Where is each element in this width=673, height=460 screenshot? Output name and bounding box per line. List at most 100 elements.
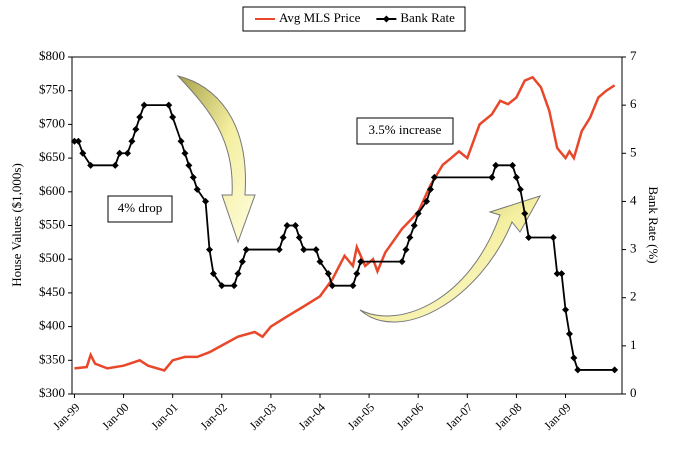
data-point [423,197,431,205]
y-tick-label: $700 [39,115,65,130]
data-point [74,137,82,145]
data-point [516,185,524,193]
legend-label: Avg MLS Price [279,10,361,25]
y-tick-label: $400 [39,318,65,333]
legend-label: Bank Rate [400,10,455,25]
data-point [316,258,324,266]
y2-tick-label: 6 [630,96,637,111]
data-point [169,113,177,121]
data-point [402,246,410,254]
data-point [238,258,246,266]
data-point [242,246,250,254]
y2-tick-label: 3 [630,241,637,256]
x-tick-label: Jan-06 [394,400,427,433]
series-line [74,104,615,371]
data-point [165,101,173,109]
data-point [414,209,422,217]
data-point [353,270,361,278]
y-tick-label: $500 [39,250,65,265]
data-point [565,330,573,338]
data-point [324,270,332,278]
data-point [279,234,287,242]
x-tick-label: Jan-99 [50,400,83,433]
data-point [283,222,291,229]
data-point [234,270,242,278]
data-point [132,125,140,133]
y2-tick-label: 2 [630,289,637,304]
data-point [295,234,303,242]
data-point [206,246,213,254]
x-tick-label: Jan-00 [99,400,132,433]
data-point [549,234,557,242]
data-point [177,137,185,145]
x-tick-label: Jan-08 [492,400,525,433]
data-point [116,149,124,157]
y2-tick-label: 0 [630,385,637,400]
data-point [553,270,561,278]
data-point [275,246,283,254]
data-point [193,185,201,193]
drop-arrow [176,75,256,244]
data-point [185,161,193,169]
data-point [128,137,136,145]
annotation-box [356,117,454,145]
data-point [357,258,365,266]
data-point [189,173,197,181]
data-point [410,222,418,229]
data-point [202,197,210,205]
x-tick-label: Jan-01 [148,400,181,433]
legend-marker [382,15,390,23]
y2-axis-label: Bank Rate (%) [646,186,661,263]
y2-tick-label: 1 [630,337,637,352]
data-point [430,173,438,181]
y2-tick-label: 7 [630,48,637,63]
data-point [488,173,496,181]
y-tick-label: $600 [39,183,65,198]
data-point [87,161,95,169]
data-point [525,234,533,242]
data-point [136,113,144,121]
y2-tick-label: 4 [630,192,637,207]
x-tick-label: Jan-07 [443,400,476,433]
y-tick-label: $750 [39,82,65,97]
y-tick-label: $800 [39,48,65,63]
y-tick-label: $350 [39,351,65,366]
data-point [328,282,336,290]
data-point [611,366,619,374]
y-axis-label: House Values ($1,000s) [9,163,24,287]
x-tick-label: Jan-04 [296,400,329,433]
data-point [181,149,189,157]
data-point [406,234,414,242]
x-tick-label: Jan-05 [345,400,378,433]
data-point [140,101,148,109]
y2-tick-label: 5 [630,144,637,159]
data-point [291,222,299,229]
series-line [74,75,616,372]
y-tick-label: $550 [39,216,65,231]
data-point [562,306,570,314]
legend-box [242,6,466,32]
data-point [123,149,131,157]
data-point [111,161,119,169]
data-point [508,161,516,169]
x-tick-label: Jan-09 [541,400,574,433]
data-point [312,246,320,254]
y-tick-label: $450 [39,284,65,299]
data-point [218,282,226,290]
y-tick-label: $300 [39,385,65,400]
data-point [79,149,87,157]
data-point [492,161,500,169]
annotation: 4% drop [118,200,162,215]
x-tick-label: Jan-02 [197,400,230,433]
data-point [70,137,78,145]
data-point [349,282,357,290]
data-point [570,354,578,362]
data-point [230,282,238,290]
annotation-box [107,195,173,223]
data-point [521,209,529,217]
data-point [300,246,308,254]
data-point [398,258,406,266]
data-point [426,185,434,193]
